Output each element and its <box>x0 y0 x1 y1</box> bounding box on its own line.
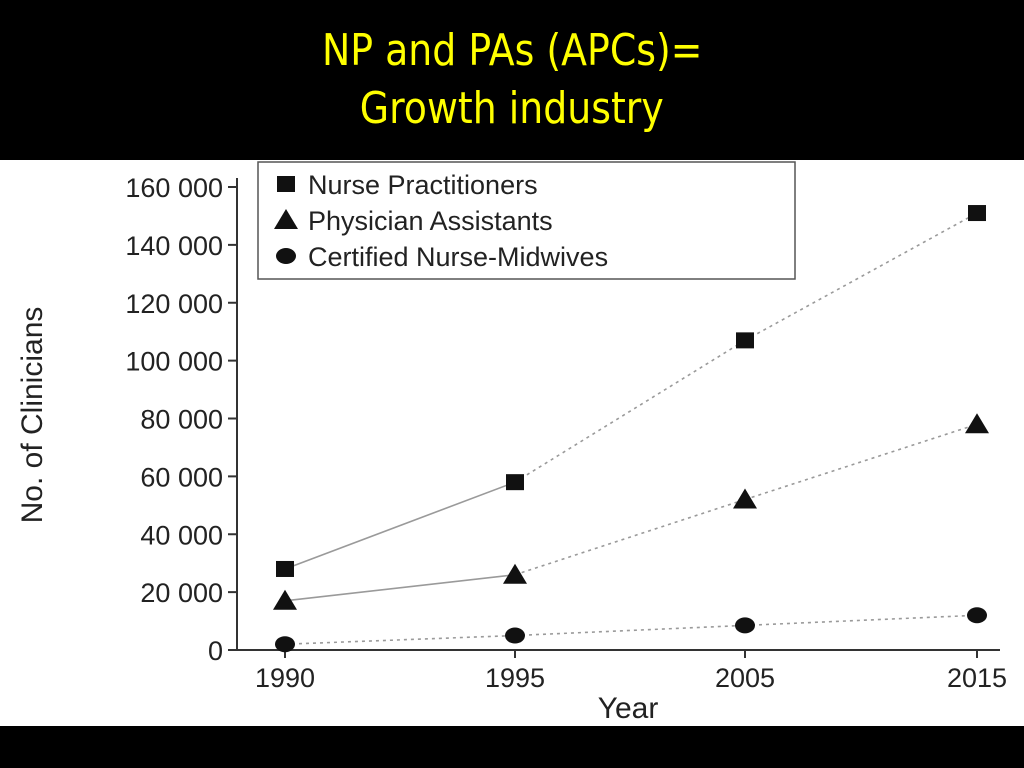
circle-data-point <box>735 617 755 634</box>
triangle-data-point <box>965 413 989 434</box>
legend-box <box>257 161 796 280</box>
legend-label: Physician Assistants <box>308 206 553 236</box>
triangle-data-point <box>733 488 757 509</box>
x-tick-label: 1995 <box>485 663 545 693</box>
legend-circle-icon <box>276 248 296 264</box>
series-line-segment <box>744 614 978 627</box>
slide-title-area: NP and PAs (APCs)= Growth industry <box>0 0 1024 160</box>
legend: Nurse Practitioners Physician Assistants C… <box>257 161 796 280</box>
y-tick-label: 100 000 <box>125 347 223 377</box>
y-axis-title: No. of Clinicians <box>16 307 49 524</box>
series-lines <box>284 212 978 646</box>
y-tick-label: 0 <box>208 636 223 666</box>
series-line-segment <box>744 423 978 501</box>
legend-label: Nurse Practitioners <box>308 170 538 200</box>
y-tick-label: 120 000 <box>125 289 223 319</box>
square-data-point <box>736 332 754 349</box>
legend-label: Certified Nurse-Midwives <box>308 242 608 272</box>
line-chart: 0 20 000 40 000 60 000 80 000 100 000 120 000 1… <box>16 161 1007 725</box>
legend-triangle-icon <box>274 209 298 229</box>
y-tick-label: 60 000 <box>140 462 223 492</box>
y-tick-label: 80 000 <box>140 405 223 435</box>
square-data-point <box>968 205 986 222</box>
slide-title-line-1: NP and PAs (APCs)= <box>321 25 703 76</box>
y-tick-label: 140 000 <box>125 231 223 261</box>
triangle-data-point <box>273 589 297 610</box>
series-markers <box>273 205 989 653</box>
series-line-segment <box>284 481 516 570</box>
circle-data-point <box>275 636 295 653</box>
circle-data-point <box>967 607 987 624</box>
series-line-segment <box>514 624 746 637</box>
slide-title-line-2: Growth industry <box>359 83 664 134</box>
circle-data-point <box>505 627 525 644</box>
x-axis-title: Year <box>598 692 659 725</box>
square-data-point <box>276 560 294 577</box>
series-line-segment <box>744 212 978 342</box>
triangle-data-point <box>503 563 527 584</box>
square-data-point <box>506 474 524 491</box>
series-line-segment <box>514 498 746 576</box>
y-tick-label: 40 000 <box>140 520 223 550</box>
y-tick-label: 20 000 <box>140 578 223 608</box>
axes: 0 20 000 40 000 60 000 80 000 100 000 120 000 1… <box>125 173 1007 693</box>
series-line-segment <box>514 339 746 483</box>
legend-square-icon <box>277 176 295 192</box>
x-tick-label: 2005 <box>715 663 775 693</box>
series-line-segment <box>284 634 516 646</box>
x-tick-label: 1990 <box>255 663 315 693</box>
bottom-bar <box>0 726 1024 768</box>
y-tick-label: 160 000 <box>125 173 223 203</box>
series-line-segment <box>284 573 516 602</box>
x-tick-label: 2015 <box>947 663 1007 693</box>
